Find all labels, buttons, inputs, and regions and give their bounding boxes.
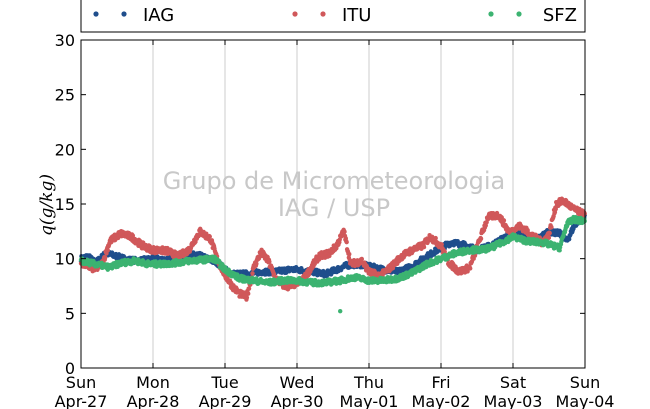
- legend-marker: [121, 11, 127, 17]
- data-point: [207, 234, 212, 239]
- data-point: [105, 248, 110, 253]
- data-point: [478, 236, 484, 241]
- data-point: [359, 256, 364, 262]
- x-tick-date-label: May-03: [484, 392, 543, 409]
- grid-lines: [152, 40, 514, 368]
- data-point: [344, 239, 349, 245]
- y-tick-label: 15: [55, 195, 75, 214]
- data-point: [347, 251, 352, 257]
- legend-item-sfz: SFZ: [488, 5, 577, 26]
- data-point: [546, 235, 552, 241]
- data-point: [246, 286, 252, 291]
- x-tick-day-label: Sun: [570, 373, 600, 392]
- x-tick-day-label: Tue: [210, 373, 238, 392]
- data-point: [547, 230, 552, 236]
- legend: IAG ITU SFZ: [80, 0, 586, 33]
- data-point: [442, 249, 447, 254]
- x-tick-date-label: May-02: [412, 392, 471, 409]
- legend-label: IAG: [143, 5, 174, 26]
- data-point-outlier: [338, 308, 343, 314]
- data-point: [338, 280, 343, 286]
- legend-item-itu: ITU: [292, 5, 371, 26]
- y-tick-label: 30: [55, 31, 75, 50]
- data-point: [566, 236, 572, 242]
- data-point: [267, 259, 272, 264]
- data-point: [439, 242, 444, 247]
- legend-marker: [516, 11, 522, 17]
- legend-marker: [292, 11, 298, 17]
- watermark-line-2: IAG / USP: [278, 194, 390, 222]
- x-tick-day-label: Wed: [280, 373, 315, 392]
- data-point: [244, 295, 250, 300]
- legend-marker: [93, 11, 99, 17]
- x-tick-day-label: Mon: [136, 373, 170, 392]
- data-point: [525, 227, 530, 233]
- y-axis-label: q(g/kg): [37, 174, 57, 236]
- x-tick-date-label: Apr-30: [271, 392, 324, 409]
- legend-marker: [488, 11, 494, 17]
- x-tick-day-label: Thu: [353, 373, 384, 392]
- watermark: Grupo de Micrometeorologia IAG / USP: [163, 167, 505, 222]
- data-point: [102, 255, 108, 260]
- x-tick-day-label: Fri: [431, 373, 450, 392]
- data-point: [245, 291, 251, 296]
- legend-item-iag: IAG: [93, 5, 174, 26]
- data-point: [421, 244, 427, 250]
- x-tick-date-label: Apr-28: [127, 392, 180, 409]
- x-tick-date-label: Apr-27: [55, 392, 108, 409]
- data-point: [250, 271, 255, 276]
- legend-label: SFZ: [543, 5, 577, 26]
- legend-marker: [320, 11, 326, 17]
- x-tick-date-label: May-01: [340, 392, 399, 409]
- data-point: [433, 235, 438, 241]
- x-tick-day-label: Sun: [66, 373, 96, 392]
- y-tick-label: 5: [65, 304, 75, 323]
- data-points: [78, 196, 587, 314]
- data-point: [342, 229, 347, 234]
- x-tick-date-label: Apr-29: [199, 392, 252, 409]
- watermark-line-1: Grupo de Micrometeorologia: [163, 167, 505, 195]
- data-point: [468, 266, 473, 271]
- data-point: [153, 259, 158, 264]
- y-tick-label: 25: [55, 86, 75, 105]
- data-point: [501, 218, 507, 223]
- y-tick-label: 20: [55, 140, 75, 159]
- series-sfz: [78, 214, 587, 314]
- x-tick-day-label: Sat: [500, 373, 526, 392]
- y-tick-label: 10: [55, 250, 75, 269]
- plot-area: [81, 40, 585, 368]
- axes: 051015202530SunApr-27MonApr-28TueApr-29W…: [55, 31, 615, 409]
- legend-frame: [80, 0, 586, 33]
- legend-label: ITU: [342, 5, 371, 26]
- x-tick-date-label: May-04: [556, 392, 615, 409]
- data-point: [254, 261, 259, 266]
- data-point: [204, 231, 209, 236]
- y-tick-label: 0: [65, 359, 75, 378]
- data-point: [549, 224, 554, 230]
